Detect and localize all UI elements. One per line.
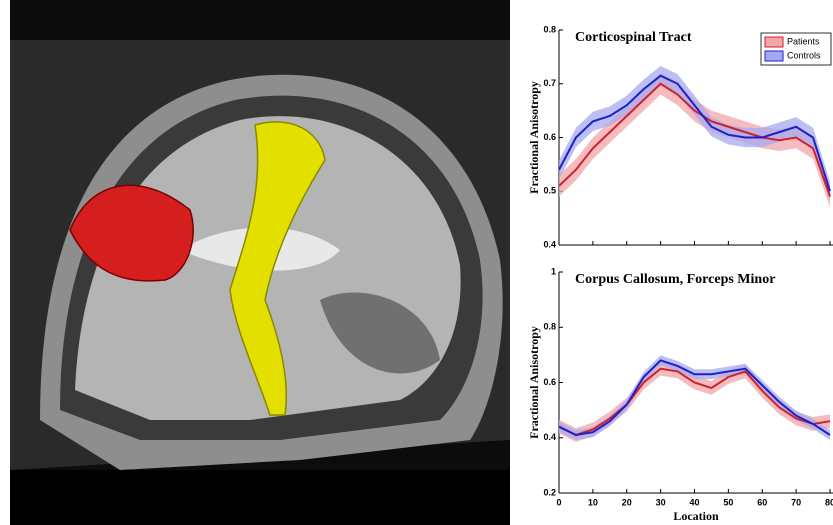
legend-swatch	[764, 50, 784, 62]
legend-label: Patients	[787, 36, 820, 46]
x-tick-label: 30	[656, 497, 666, 507]
x-tick-label: 70	[791, 497, 801, 507]
x-tick-label: 40	[689, 497, 699, 507]
mri-image	[10, 0, 510, 525]
series-line	[558, 82, 831, 197]
confidence-band	[559, 73, 830, 208]
image-border	[10, 470, 510, 525]
y-axis-label: Fractional Anisotropy	[527, 81, 541, 194]
y-tick-label: 1	[551, 266, 556, 276]
series-line	[558, 367, 831, 437]
x-tick-label: 50	[723, 497, 733, 507]
y-tick-label: 0.5	[543, 186, 556, 196]
x-tick-label: 80	[825, 497, 833, 507]
x-tick-label: 0	[556, 497, 561, 507]
x-tick-label: 10	[588, 497, 598, 507]
chart-title: Corpus Callosum, Forceps Minor	[575, 272, 775, 287]
y-tick-label: 0.8	[543, 24, 556, 34]
y-tick-label: 0.8	[543, 322, 556, 332]
x-tick-label: 20	[622, 497, 632, 507]
series-line	[558, 359, 831, 437]
x-tick-label: 60	[757, 497, 767, 507]
series-line	[558, 74, 831, 192]
x-axis-label: Location	[673, 509, 719, 523]
y-axis-label: Fractional Anisotropy	[527, 326, 541, 439]
legend-swatch	[764, 36, 784, 48]
y-tick-label: 0.2	[543, 487, 556, 497]
y-tick-label: 0.6	[543, 132, 556, 142]
y-tick-label: 0.6	[543, 377, 556, 387]
y-tick-label: 0.4	[543, 432, 556, 442]
forceps-minor	[69, 184, 194, 282]
y-tick-label: 0.7	[543, 78, 556, 88]
y-tick-label: 0.4	[543, 239, 556, 249]
chart-title: Corticospinal Tract	[575, 30, 692, 45]
legend-label: Controls	[787, 50, 821, 60]
confidence-band	[559, 66, 830, 201]
corticospinal-tract	[229, 121, 326, 416]
cerebellum	[320, 292, 440, 374]
